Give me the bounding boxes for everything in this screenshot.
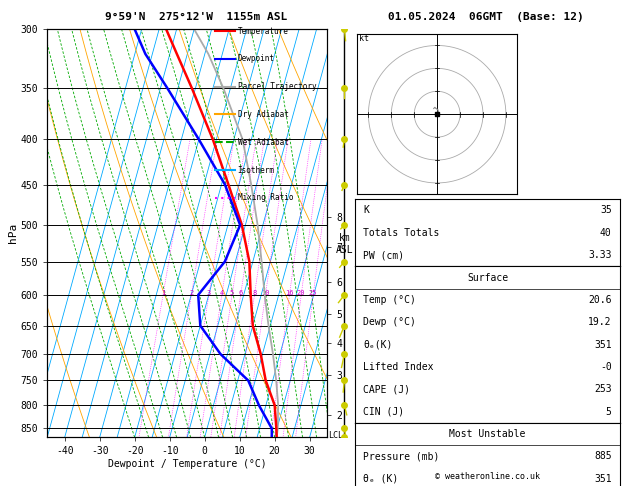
Text: Dewp (°C): Dewp (°C) [364, 317, 416, 327]
Text: Parcel Trajectory: Parcel Trajectory [238, 82, 316, 91]
Text: θₑ (K): θₑ (K) [364, 474, 399, 484]
Y-axis label: hPa: hPa [8, 223, 18, 243]
Text: 5: 5 [230, 291, 234, 296]
Text: Wet Adiabat: Wet Adiabat [238, 138, 288, 147]
Text: 2: 2 [189, 291, 193, 296]
Text: 20: 20 [297, 291, 305, 296]
Text: Temperature: Temperature [238, 27, 288, 35]
Text: 10: 10 [261, 291, 269, 296]
Text: 885: 885 [594, 451, 611, 461]
Text: 5: 5 [606, 407, 611, 417]
Text: Isotherm: Isotherm [238, 166, 274, 174]
Text: Temp (°C): Temp (°C) [364, 295, 416, 305]
Text: 19.2: 19.2 [588, 317, 611, 327]
Text: Pressure (mb): Pressure (mb) [364, 451, 440, 461]
Text: kt: kt [359, 34, 369, 43]
X-axis label: Dewpoint / Temperature (°C): Dewpoint / Temperature (°C) [108, 459, 267, 469]
Text: CAPE (J): CAPE (J) [364, 384, 410, 394]
Text: Totals Totals: Totals Totals [364, 228, 440, 238]
Text: 1: 1 [160, 291, 165, 296]
Text: © weatheronline.co.uk: © weatheronline.co.uk [435, 472, 540, 481]
Text: Dry Adiabat: Dry Adiabat [238, 110, 288, 119]
Text: Lifted Index: Lifted Index [364, 362, 434, 372]
Text: 351: 351 [594, 474, 611, 484]
Text: -0: -0 [600, 362, 611, 372]
Text: 6: 6 [238, 291, 243, 296]
Text: 01.05.2024  06GMT  (Base: 12): 01.05.2024 06GMT (Base: 12) [388, 12, 584, 22]
Y-axis label: km
ASL: km ASL [336, 233, 353, 255]
Text: 253: 253 [594, 384, 611, 394]
Text: Most Unstable: Most Unstable [449, 429, 526, 439]
Text: 9°59'N  275°12'W  1155m ASL: 9°59'N 275°12'W 1155m ASL [106, 12, 287, 22]
Text: Surface: Surface [467, 273, 508, 282]
Text: 3.33: 3.33 [588, 250, 611, 260]
Text: LCL: LCL [328, 431, 343, 440]
Text: 25: 25 [309, 291, 317, 296]
Text: 40: 40 [600, 228, 611, 238]
Text: 351: 351 [594, 340, 611, 349]
Text: Mixing Ratio: Mixing Ratio [238, 193, 293, 202]
Text: 16: 16 [285, 291, 294, 296]
Text: θₑ(K): θₑ(K) [364, 340, 392, 349]
Text: Dewpoint: Dewpoint [238, 54, 274, 64]
Text: K: K [364, 206, 369, 215]
Text: 35: 35 [600, 206, 611, 215]
Text: 3: 3 [206, 291, 211, 296]
Text: 8: 8 [252, 291, 257, 296]
Text: 4: 4 [220, 291, 224, 296]
Text: PW (cm): PW (cm) [364, 250, 404, 260]
Text: 20.6: 20.6 [588, 295, 611, 305]
Text: CIN (J): CIN (J) [364, 407, 404, 417]
